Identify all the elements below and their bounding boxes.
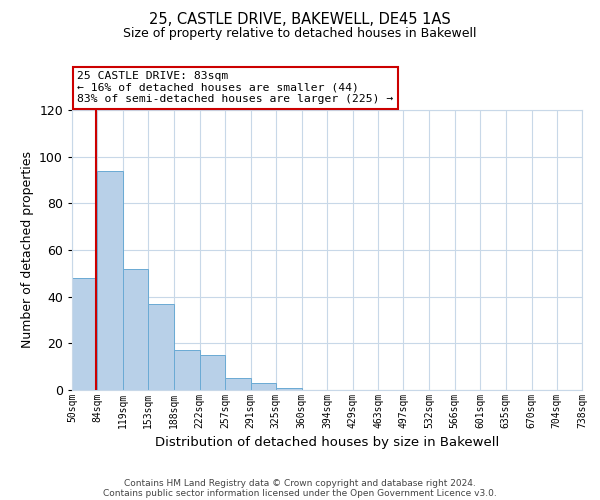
Text: Size of property relative to detached houses in Bakewell: Size of property relative to detached ho…	[123, 28, 477, 40]
Y-axis label: Number of detached properties: Number of detached properties	[20, 152, 34, 348]
Bar	[226, 378, 251, 390]
Bar	[276, 388, 302, 390]
Bar	[251, 383, 276, 390]
Bar	[199, 355, 226, 390]
X-axis label: Distribution of detached houses by size in Bakewell: Distribution of detached houses by size …	[155, 436, 499, 450]
Text: 25, CASTLE DRIVE, BAKEWELL, DE45 1AS: 25, CASTLE DRIVE, BAKEWELL, DE45 1AS	[149, 12, 451, 28]
Text: 25 CASTLE DRIVE: 83sqm
← 16% of detached houses are smaller (44)
83% of semi-det: 25 CASTLE DRIVE: 83sqm ← 16% of detached…	[77, 71, 394, 104]
Text: Contains public sector information licensed under the Open Government Licence v3: Contains public sector information licen…	[103, 488, 497, 498]
Text: Contains HM Land Registry data © Crown copyright and database right 2024.: Contains HM Land Registry data © Crown c…	[124, 478, 476, 488]
Bar	[174, 350, 199, 390]
Bar	[123, 268, 148, 390]
Bar	[72, 278, 97, 390]
Bar	[148, 304, 174, 390]
Bar	[97, 170, 123, 390]
